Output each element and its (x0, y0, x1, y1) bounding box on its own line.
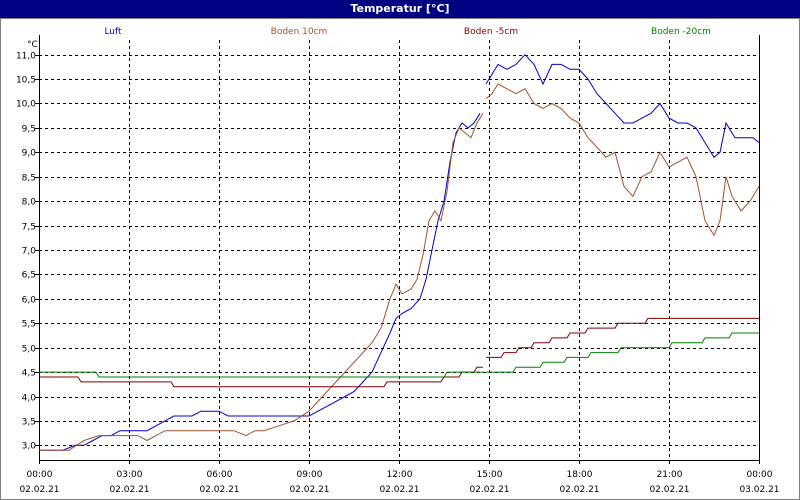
x-tick-time: 00:00 (747, 470, 773, 480)
y-axis-label: °C (27, 40, 38, 50)
axes (35, 35, 760, 464)
chart-title: Temperatur [°C] (0, 0, 800, 18)
y-tick-label: 11,0 (16, 52, 36, 62)
x-tick-date: 02.02.21 (379, 485, 419, 495)
y-tick-label: 6,5 (22, 271, 36, 281)
series-line-boden-10cm (39, 113, 484, 451)
y-tick-label: 7,5 (22, 223, 36, 233)
y-tick-label: 7,0 (22, 247, 37, 257)
x-tick-date: 02.02.21 (19, 485, 59, 495)
x-tick-time: 06:00 (207, 470, 233, 480)
x-tick-time: 03:00 (117, 470, 143, 480)
x-tick-date: 02.02.21 (649, 485, 689, 495)
legend-entry-boden-10cm: Boden 10cm (271, 27, 328, 37)
series-line-boden-5cm (486, 317, 759, 358)
series-line-boden-10cm (485, 83, 760, 237)
legend-entry-luft: Luft (104, 27, 122, 37)
x-tick-date: 02.02.21 (469, 485, 509, 495)
x-tick-time: 09:00 (297, 470, 323, 480)
series-line-boden-20cm (486, 332, 759, 373)
grid (39, 40, 759, 460)
y-tick-label: 10,0 (16, 100, 36, 110)
x-tick-date: 02.02.21 (559, 485, 599, 495)
x-tick-date: 03.02.21 (739, 485, 779, 495)
y-tick-label: 9,5 (22, 125, 36, 135)
y-tick-label: 10,5 (16, 76, 36, 86)
series-line-luft (39, 113, 481, 451)
y-tick-label: 4,5 (22, 369, 36, 379)
legend-entry-boden-5cm: Boden -5cm (464, 27, 518, 37)
y-axis-ticks: 3,0 3,5 4,0 4,5 5,0 5,5 6,0 6,5 7,0 7,5 8,0 8,5 9,0 9… (16, 52, 36, 452)
y-tick-label: 5,0 (22, 345, 37, 355)
x-tick-time: 15:00 (477, 470, 503, 480)
y-tick-label: 9,0 (22, 149, 37, 159)
x-tick-time: 18:00 (567, 470, 593, 480)
x-tick-time: 00:00 (27, 470, 53, 480)
x-tick-date: 02.02.21 (109, 485, 149, 495)
y-tick-label: 8,0 (22, 198, 37, 208)
x-tick-date: 02.02.21 (199, 485, 239, 495)
x-tick-time: 21:00 (657, 470, 683, 480)
legend-entry-boden-20cm: Boden -20cm (651, 27, 711, 37)
series-lines (39, 53, 760, 451)
x-tick-time: 12:00 (387, 470, 413, 480)
x-axis-ticks: 00:00 02.02.21 03:00 02.02.21 06:00 02.02.21 0… (19, 470, 779, 495)
series-line-luft (485, 53, 760, 158)
y-tick-label: 4,0 (22, 394, 37, 404)
series-line-boden-20cm (39, 371, 483, 378)
y-tick-label: 8,5 (22, 174, 36, 184)
y-tick-label: 5,5 (22, 320, 36, 330)
x-tick-date: 02.02.21 (289, 485, 329, 495)
y-tick-label: 3,5 (22, 418, 36, 428)
y-tick-label: 6,0 (22, 296, 37, 306)
y-tick-label: 3,0 (22, 442, 37, 452)
legend: Luft Boden 10cm Boden -5cm Boden -20cm (104, 27, 711, 37)
